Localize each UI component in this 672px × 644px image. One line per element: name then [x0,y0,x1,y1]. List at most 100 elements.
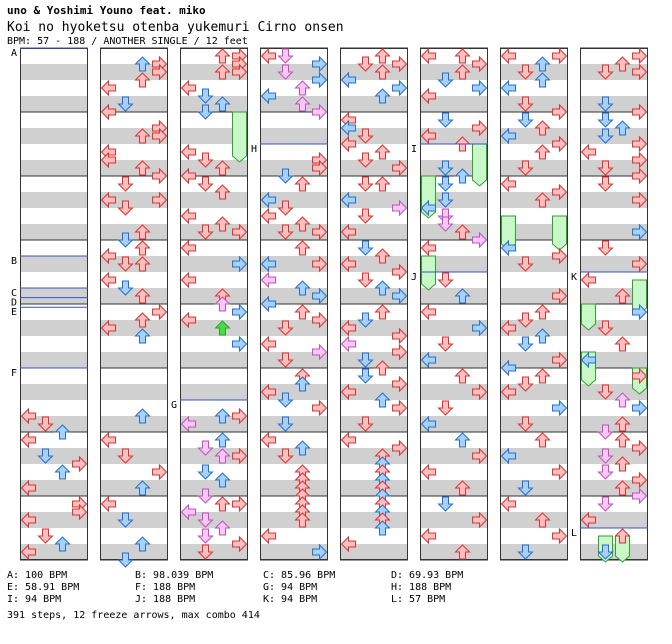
down-arrow [357,352,374,368]
left-arrow [260,335,276,353]
chart-column-4 [260,47,328,561]
down-arrow [277,416,294,432]
left-arrow [100,79,116,97]
left-arrow [180,79,196,97]
right-arrow [472,319,488,337]
down-arrow [597,96,614,112]
down-arrow [437,72,454,88]
right-arrow [312,55,328,73]
left-arrow [340,431,356,449]
bpm-marker: A [11,47,88,59]
up-arrow [54,536,71,552]
down-arrow [117,552,134,568]
down-arrow [117,280,134,296]
right-arrow [632,471,648,489]
left-arrow [420,239,436,257]
right-arrow [152,63,168,81]
left-arrow [340,191,356,209]
up-arrow [454,544,471,560]
up-arrow [374,176,391,192]
up-arrow [374,144,391,160]
left-arrow [580,511,596,529]
left-arrow [580,351,596,369]
up-arrow [534,192,551,208]
bpm-entry: A: 100 BPM [7,570,68,581]
up-arrow [214,448,231,464]
bpm-marker: F [11,367,88,379]
up-arrow [374,248,391,264]
up-arrow [454,368,471,384]
left-arrow [100,271,116,289]
down-arrow [277,64,294,80]
left-arrow [500,383,516,401]
down-arrow [277,224,294,240]
bpm-marker-label: K [571,272,577,283]
down-arrow [117,176,134,192]
chart-summary: 391 steps, 12 freeze arrows, max combo 4… [7,610,260,621]
down-arrow [597,176,614,192]
up-arrow [134,536,151,552]
down-arrow [277,352,294,368]
up-arrow [214,520,231,536]
up-arrow [534,512,551,528]
up-arrow [134,408,151,424]
left-arrow [260,295,276,313]
left-arrow [100,151,116,169]
up-arrow [454,64,471,80]
up-arrow [134,328,151,344]
up-arrow [454,48,471,64]
left-arrow [100,191,116,209]
right-arrow [632,303,648,321]
left-arrow [580,143,596,161]
up-arrow [374,48,391,64]
left-arrow [260,207,276,225]
up-arrow [214,432,231,448]
up-arrow [374,280,391,296]
song-title: Koi no hyoketsu otenba yukemuri Cirno on… [7,20,344,35]
bpm-entry: G: 94 BPM [263,582,318,593]
down-arrow [597,320,614,336]
down-arrow [357,312,374,328]
freeze-arrow [232,111,247,163]
bpm-entry: D: 69.93 BPM [391,570,464,581]
left-arrow [180,503,196,521]
bpm-entry: E: 58.91 BPM [7,582,80,593]
left-arrow [340,135,356,153]
up-arrow [294,96,311,112]
left-arrow [260,191,276,209]
right-arrow [552,135,568,153]
down-arrow [517,160,534,176]
left-arrow [500,319,516,337]
down-arrow [117,512,134,528]
up-arrow [534,304,551,320]
down-arrow [357,416,374,432]
up-arrow [214,64,231,80]
down-arrow [437,400,454,416]
song-artist: uno & Yoshimi Youno feat. miko [7,4,206,17]
down-arrow [357,152,374,168]
down-arrow [597,240,614,256]
left-arrow [580,271,596,289]
right-arrow [472,119,488,137]
bpm-entry: K: 94 BPM [263,594,318,605]
left-arrow [340,255,356,273]
bpm-marker-label: I [411,144,417,155]
right-arrow [232,335,248,353]
right-arrow [632,167,648,185]
up-arrow [54,464,71,480]
left-arrow [180,207,196,225]
bpm-marker: C [11,287,88,299]
down-arrow [197,440,214,456]
right-arrow [632,487,648,505]
up-arrow [294,376,311,392]
right-arrow [312,399,328,417]
right-arrow [392,343,408,361]
up-arrow [294,80,311,96]
right-arrow [392,55,408,73]
left-arrow [260,271,276,289]
bpm-marker: I [411,143,488,155]
left-arrow [260,431,276,449]
left-arrow [180,143,196,161]
up-arrow [134,480,151,496]
up-arrow [294,280,311,296]
